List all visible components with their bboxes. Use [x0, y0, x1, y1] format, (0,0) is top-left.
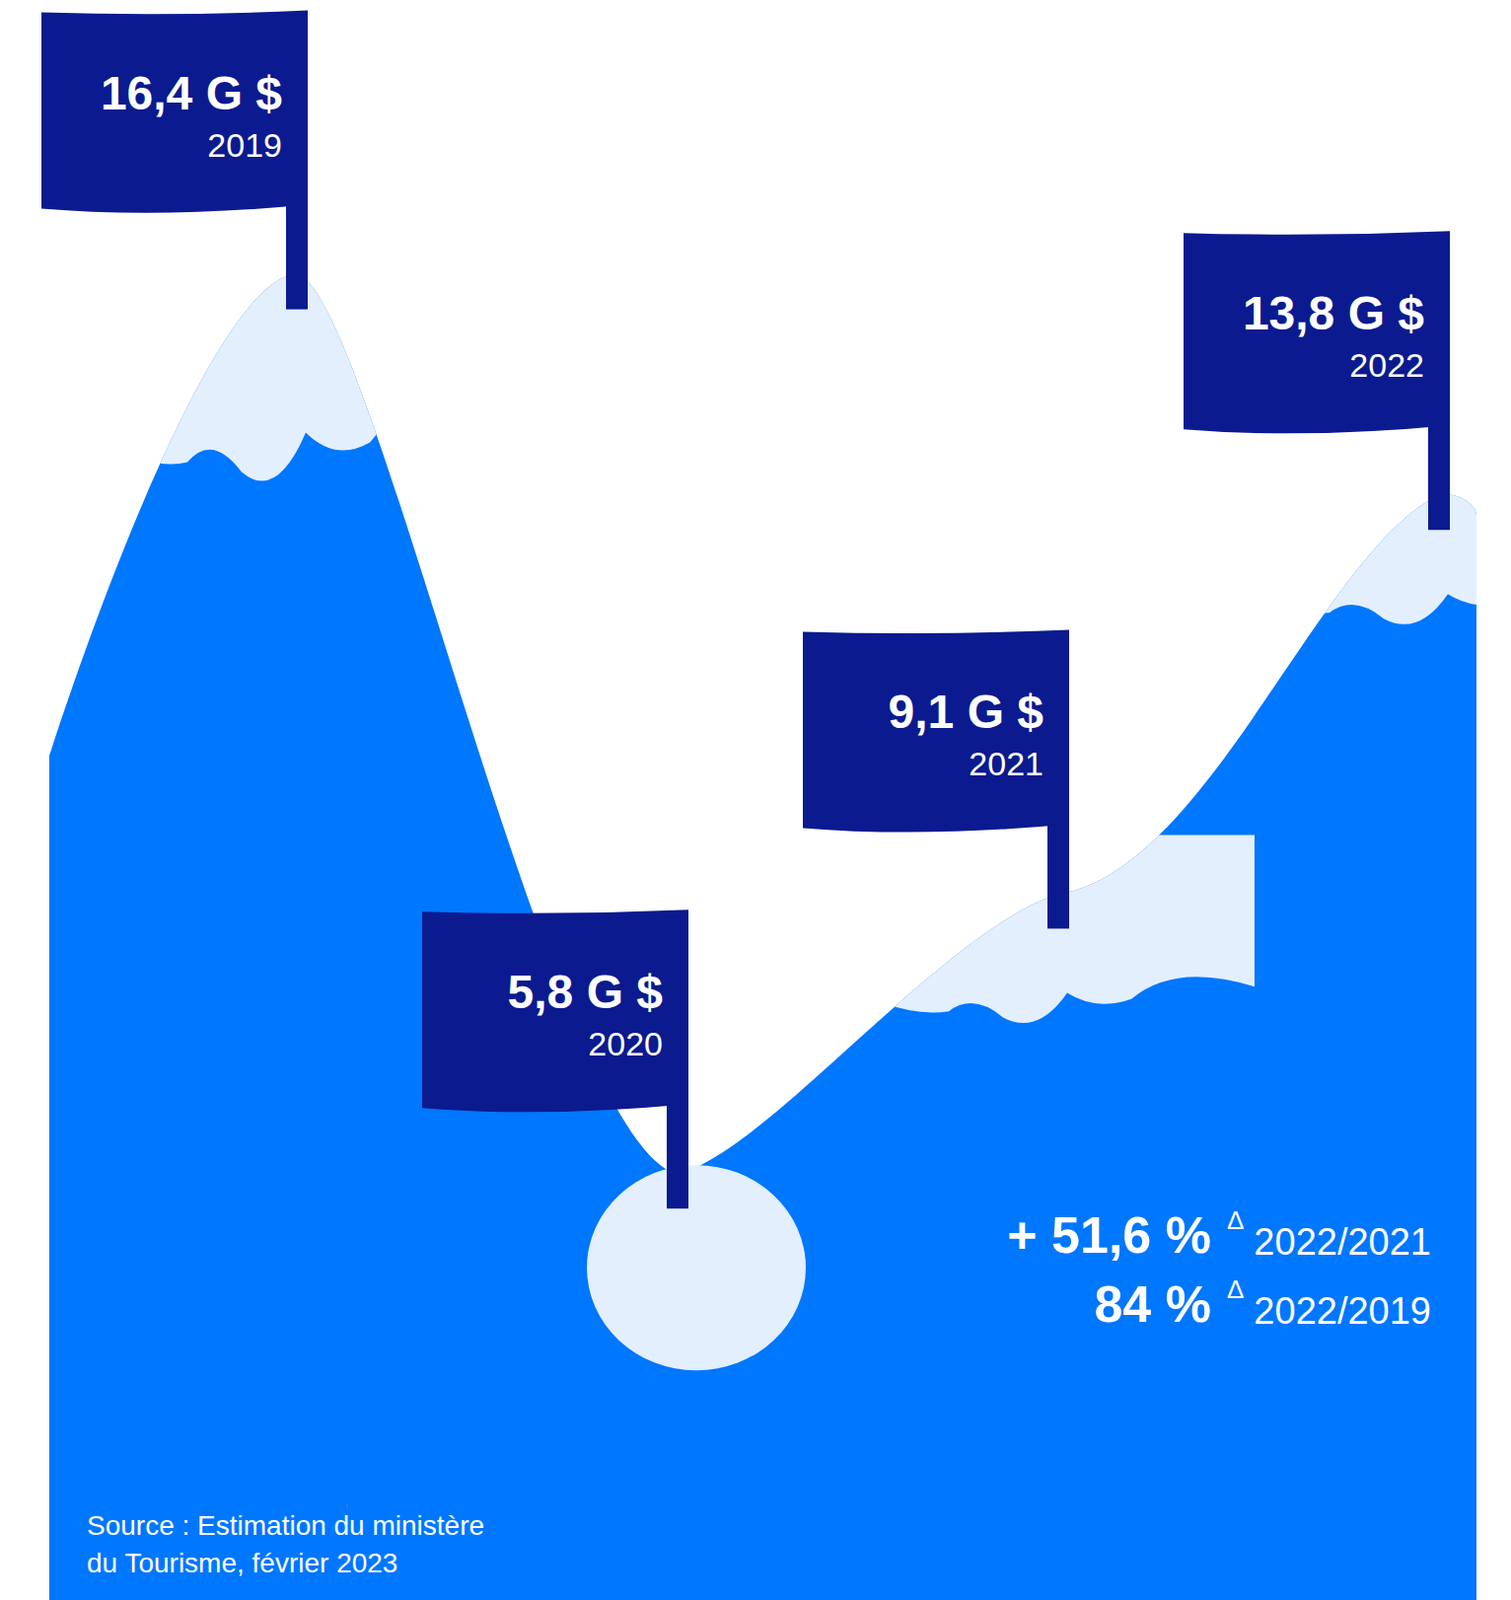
flag	[802, 629, 1070, 832]
flags: 16,4 G $ 2019 5,8 G $ 2020 9,1 G $ 2021 13,8 G…	[41, 10, 1450, 1210]
annotation-value: 84 %	[1093, 1275, 1212, 1333]
data-label: 13,8 G $	[1242, 287, 1425, 340]
snow-ball	[586, 1164, 806, 1370]
snow-cap	[1240, 435, 1511, 625]
annotation-period: 2022/2021	[1253, 1221, 1432, 1263]
annotation-symbol: Δ	[1226, 1274, 1244, 1304]
annotation-symbol: Δ	[1226, 1205, 1244, 1235]
category-label: 2021	[968, 744, 1044, 783]
flag	[41, 10, 308, 214]
chart: 16,4 G $ 2019 5,8 G $ 2020 9,1 G $ 2021 13,8 G…	[0, 0, 1511, 1600]
source-text: du Tourisme, février 2023	[86, 1547, 398, 1579]
flag	[422, 909, 689, 1112]
category-label: 2020	[587, 1024, 663, 1063]
source-text: Source : Estimation du ministère	[86, 1510, 485, 1541]
snow-caps	[98, 215, 1511, 1023]
data-label: 5,8 G $	[507, 965, 664, 1018]
annotation-value: + 51,6 %	[1007, 1206, 1212, 1264]
marks	[49, 215, 1511, 1600]
annotation: + 51,6 % Δ 2022/2021	[1007, 1205, 1432, 1264]
data-label: 16,4 G $	[100, 67, 283, 120]
flag	[1183, 230, 1450, 433]
annotations: + 51,6 % Δ 2022/2021 84 % Δ 2022/2019	[1007, 1205, 1432, 1333]
category-label: 2022	[1349, 346, 1425, 384]
annotation: 84 % Δ 2022/2019	[1093, 1274, 1432, 1333]
data-label: 9,1 G $	[888, 685, 1045, 738]
category-label: 2019	[207, 126, 283, 164]
annotation-period: 2022/2019	[1253, 1290, 1432, 1332]
source: Source : Estimation du ministère du Touri…	[86, 1510, 485, 1579]
